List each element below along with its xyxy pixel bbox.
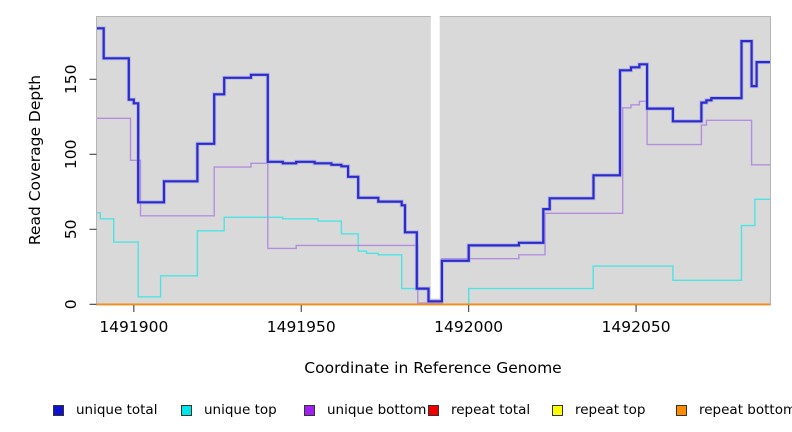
legend-swatch-unique-bottom <box>304 404 315 416</box>
legend-swatch-repeat-total <box>428 404 439 416</box>
x-axis-title: Coordinate in Reference Genome <box>304 359 561 377</box>
legend: unique total unique top unique bottom re… <box>0 402 792 425</box>
legend-swatch-repeat-top <box>552 404 563 416</box>
legend-label-repeat-top: repeat top <box>575 402 646 418</box>
legend-swatch-unique-total <box>53 404 64 416</box>
legend-label-unique-top: unique top <box>204 402 277 418</box>
x-axis-tick-label-1492050: 1492050 <box>602 318 671 336</box>
legend-item-repeat-total: repeat total <box>428 402 531 418</box>
y-axis-tick-label-150: 150 <box>62 65 80 95</box>
x-axis-tick-label-1492000: 1492000 <box>434 318 503 336</box>
series-unique-total-line <box>97 27 770 303</box>
series-unique-top-line <box>97 198 770 305</box>
y-axis-tick-label-50: 50 <box>62 219 80 239</box>
legend-label-unique-total: unique total <box>76 402 158 418</box>
x-axis-tick-label-1491950: 1491950 <box>267 318 336 336</box>
legend-label-unique-bottom: unique bottom <box>327 402 427 418</box>
legend-label-repeat-bottom: repeat bottom <box>699 402 792 418</box>
coverage-gap-band <box>430 15 440 299</box>
y-axis-tick-label-100: 100 <box>62 140 80 170</box>
legend-item-repeat-bottom: repeat bottom <box>676 402 792 418</box>
legend-swatch-unique-top <box>181 404 192 416</box>
y-axis-tick-label-0: 0 <box>62 299 80 309</box>
legend-item-unique-bottom: unique bottom <box>304 402 427 418</box>
legend-item-repeat-top: repeat top <box>552 402 646 418</box>
y-axis-title: Read Coverage Depth <box>26 75 44 245</box>
legend-item-unique-top: unique top <box>181 402 277 418</box>
legend-label-repeat-total: repeat total <box>451 402 531 418</box>
legend-item-unique-total: unique total <box>53 402 158 418</box>
plot-root: 1491900 1491950 1492000 1492050 0 50 100 150 <box>62 15 771 336</box>
series-unique-bottom-line <box>97 100 770 304</box>
x-axis-tick-label-1491900: 1491900 <box>99 318 168 336</box>
legend-swatch-repeat-bottom <box>676 404 687 416</box>
